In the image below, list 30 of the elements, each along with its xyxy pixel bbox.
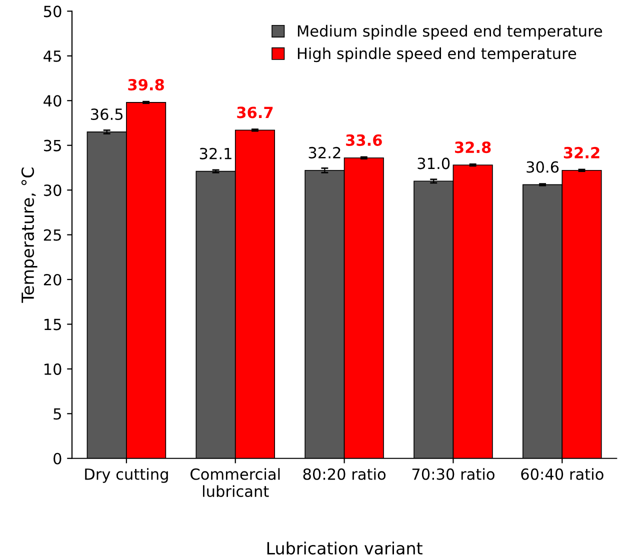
data-label: 36.7 bbox=[237, 106, 273, 118]
y-tick-label: 0 bbox=[54, 452, 62, 464]
x-tick-label: 80:20 ratio bbox=[303, 468, 386, 480]
y-tick-label: 25 bbox=[44, 229, 61, 241]
y-tick-label: 45 bbox=[44, 50, 61, 62]
data-label: 33.6 bbox=[346, 134, 382, 146]
data-label: 32.8 bbox=[455, 142, 491, 154]
legend-label: High spindle speed end temperature bbox=[298, 47, 576, 62]
x-tick-label: Commercial lubricant bbox=[190, 468, 280, 498]
data-label: 31.0 bbox=[418, 158, 450, 170]
data-label: 32.1 bbox=[200, 148, 232, 160]
y-tick-label: 20 bbox=[44, 274, 62, 286]
data-label: 36.5 bbox=[91, 108, 123, 120]
y-tick-label: 15 bbox=[44, 318, 61, 330]
x-tick-label: 70:30 ratio bbox=[412, 468, 494, 480]
y-tick-label: 30 bbox=[44, 184, 62, 196]
y-tick-label: 35 bbox=[44, 140, 61, 152]
y-axis-title: Temperature, °C bbox=[21, 168, 38, 303]
y-tick-label: 10 bbox=[44, 363, 62, 375]
data-label: 32.2 bbox=[564, 146, 600, 158]
x-tick-label: 60:40 ratio bbox=[521, 468, 604, 480]
x-tick-label: Dry cutting bbox=[85, 468, 168, 483]
y-tick-label: 5 bbox=[54, 408, 61, 420]
legend-label: Medium spindle speed end temperature bbox=[298, 24, 602, 40]
data-label: 30.6 bbox=[526, 161, 559, 173]
y-tick-label: 50 bbox=[44, 6, 62, 18]
data-label: 39.8 bbox=[128, 78, 164, 91]
y-tick-label: 40 bbox=[44, 95, 62, 107]
x-axis-title: Lubrication variant bbox=[267, 542, 422, 555]
data-label: 32.2 bbox=[308, 146, 340, 158]
